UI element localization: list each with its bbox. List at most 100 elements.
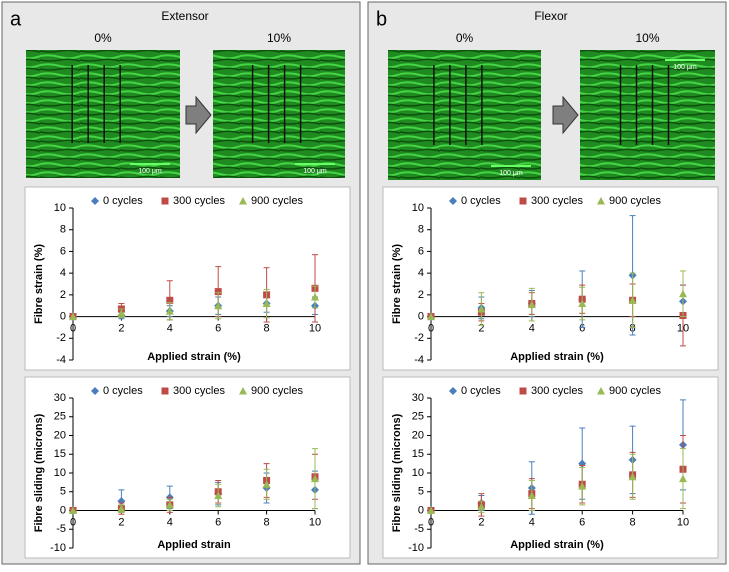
- data-point: [311, 293, 319, 301]
- y-tick-label: 25: [54, 411, 66, 423]
- data-point: [427, 506, 435, 514]
- data-point: [214, 301, 223, 310]
- y-axis-title: Fibre sliding (microns): [391, 413, 403, 532]
- legend-label: 0 cycles: [103, 195, 143, 207]
- legend-marker: [519, 197, 527, 205]
- legend-label: 900 cycles: [609, 195, 661, 207]
- micrograph: [213, 50, 345, 178]
- legend-marker: [161, 197, 169, 205]
- x-tick-label: 8: [264, 322, 270, 334]
- data-point: [527, 300, 536, 309]
- data-point: [117, 309, 126, 317]
- image-label: 0%: [94, 31, 112, 45]
- data-point: [578, 482, 587, 490]
- data-point: [477, 502, 486, 511]
- x-tick-label: 0: [70, 516, 76, 528]
- y-tick-label: 5: [418, 486, 424, 498]
- scale-label: 100 μm: [303, 168, 327, 175]
- x-tick-label: 8: [264, 516, 270, 528]
- panel-label: a: [10, 8, 22, 30]
- scale-label: 100 μm: [138, 168, 162, 175]
- y-tick-label: -5: [414, 523, 424, 535]
- x-tick-label: 0: [428, 516, 434, 528]
- legend-marker: [597, 387, 605, 395]
- x-axis-title: Applied strain (%): [510, 539, 604, 551]
- x-tick-label: 2: [118, 516, 124, 528]
- y-tick-label: 0: [60, 504, 66, 516]
- y-tick-label: -5: [56, 523, 66, 535]
- x-tick-label: 4: [529, 516, 535, 528]
- legend-label: 300 cycles: [531, 385, 583, 397]
- y-tick-label: 6: [60, 245, 66, 257]
- y-tick-label: 30: [412, 392, 424, 404]
- y-tick-label: 8: [418, 224, 424, 236]
- y-tick-label: 4: [418, 267, 424, 279]
- x-tick-label: 0: [428, 322, 434, 334]
- micrograph: [26, 50, 180, 178]
- x-tick-label: 6: [215, 322, 221, 334]
- x-tick-label: 10: [309, 516, 321, 528]
- x-tick-label: 10: [309, 322, 321, 334]
- y-axis-title: Fibre strain (%): [33, 244, 45, 324]
- y-tick-label: 25: [412, 411, 424, 423]
- y-tick-label: 20: [412, 429, 424, 441]
- y-tick-label: -4: [56, 354, 66, 366]
- y-tick-label: 10: [54, 467, 66, 479]
- x-axis-title: Applied strain (%): [147, 351, 241, 363]
- legend-label: 300 cycles: [173, 385, 225, 397]
- y-axis-title: Fibre strain (%): [391, 244, 403, 324]
- data-point: [527, 491, 536, 499]
- x-axis-title: Applied strain (%): [510, 351, 604, 363]
- legend-marker: [161, 387, 169, 395]
- scale-label: 100 μm: [673, 64, 697, 71]
- x-tick-label: 2: [478, 322, 484, 334]
- data-point: [214, 288, 222, 296]
- y-tick-label: -2: [56, 332, 66, 344]
- image-label: 10%: [635, 31, 659, 45]
- data-point: [679, 289, 687, 298]
- arrow: [185, 95, 212, 135]
- data-point: [477, 304, 486, 313]
- x-tick-label: 6: [215, 516, 221, 528]
- image-label: 10%: [267, 31, 291, 45]
- y-tick-label: -2: [414, 332, 424, 344]
- data-point: [311, 474, 319, 483]
- image-label: 0%: [456, 31, 474, 45]
- y-axis-title: Fibre sliding (microns): [33, 413, 45, 532]
- micrograph: [580, 50, 715, 180]
- y-tick-label: -4: [414, 354, 424, 366]
- x-tick-label: 2: [118, 322, 124, 334]
- y-tick-label: 30: [54, 392, 66, 404]
- data-point: [117, 504, 126, 513]
- legend-marker: [449, 387, 457, 395]
- y-tick-label: -10: [50, 542, 66, 554]
- data-point: [214, 491, 223, 499]
- y-tick-label: 10: [412, 202, 424, 214]
- panel-label: b: [376, 8, 387, 30]
- scale-label: 100 μm: [499, 170, 523, 177]
- x-tick-label: 10: [677, 516, 689, 528]
- panel-title: Extensor: [161, 9, 208, 23]
- legend-label: 900 cycles: [609, 385, 661, 397]
- x-axis-title: Applied strain: [157, 539, 231, 551]
- x-tick-label: 4: [529, 322, 535, 334]
- legend-marker: [239, 197, 247, 205]
- legend-marker: [519, 387, 527, 395]
- y-tick-label: 15: [54, 448, 66, 460]
- legend-label: 300 cycles: [531, 195, 583, 207]
- x-tick-label: 6: [579, 322, 585, 334]
- x-tick-label: 0: [70, 322, 76, 334]
- panel-title: Flexor: [534, 9, 567, 23]
- y-tick-label: 8: [60, 224, 66, 236]
- y-tick-label: 20: [54, 429, 66, 441]
- data-point: [628, 472, 637, 481]
- x-tick-label: 8: [630, 516, 636, 528]
- y-tick-label: 15: [412, 448, 424, 460]
- data-point: [165, 500, 174, 509]
- legend-marker: [239, 387, 247, 395]
- y-tick-label: 5: [60, 486, 66, 498]
- data-point: [578, 299, 587, 308]
- x-tick-label: 4: [167, 322, 173, 334]
- y-tick-label: 6: [418, 245, 424, 257]
